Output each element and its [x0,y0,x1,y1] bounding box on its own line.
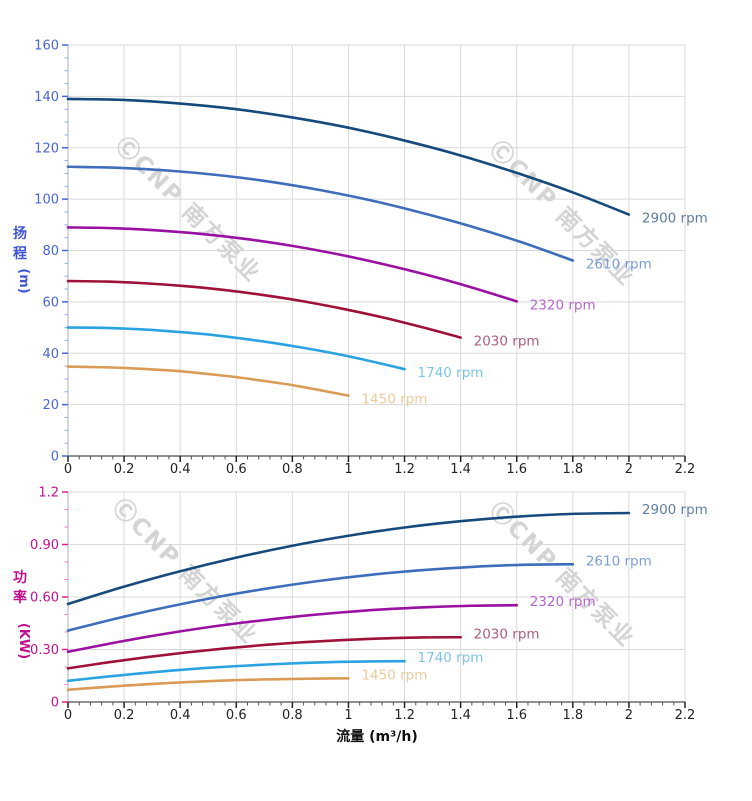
x-tick-label: 1.2 [394,462,415,477]
x-tick-label: 2.2 [675,708,696,723]
series-label-1450-rpm: 1450 rpm [361,667,427,683]
series-label-2030-rpm: 2030 rpm [474,626,540,642]
y-tick-label: 100 [34,193,59,208]
series-label-2900-rpm: 2900 rpm [642,211,708,227]
series-label-2320-rpm: 2320 rpm [530,594,596,610]
power-axis-unit: (KW) [16,623,31,659]
curve-2320-rpm [66,603,519,654]
watermark-text: ⒸCNP 南方泵业 [107,494,263,650]
x-tick-label: 1.6 [506,462,527,477]
y-tick-label: 160 [34,39,59,54]
series-label-1450-rpm: 1450 rpm [361,392,427,408]
curve-2030-rpm [66,279,462,339]
series-label-1740-rpm: 1740 rpm [418,650,484,666]
x-tick-label: 2.2 [675,462,696,477]
series-label-2030-rpm: 2030 rpm [474,334,540,350]
curve-1450-rpm [66,677,350,692]
series-label-2610-rpm: 2610 rpm [586,257,652,273]
x-tick-label: 2 [625,462,633,477]
y-tick-label: 60 [42,295,59,310]
series-label-2900-rpm: 2900 rpm [642,502,708,518]
x-tick-label: 1.6 [506,708,527,723]
curve-2320-rpm [66,226,519,303]
head-axis-title-char: 程 [13,246,27,262]
head-axis-unit: (m) [16,268,31,293]
x-tick-label: 1.4 [450,462,471,477]
y-tick-label: 0.60 [30,591,59,606]
power-axis-title-char: 率 [13,589,27,606]
y-tick-label: 40 [42,347,59,362]
x-tick-label: 2 [625,708,633,723]
x-tick-label: 1.2 [394,708,415,723]
y-tick-label: 0 [51,696,59,711]
series-label-2610-rpm: 2610 rpm [586,553,652,569]
y-tick-label: 120 [34,141,59,156]
curve-2030-rpm [66,635,462,670]
y-tick-label: 20 [42,398,59,413]
watermark-text: ⒸCNP 南方泵业 [110,132,266,288]
x-tick-label: 0.2 [114,708,135,723]
x-tick-label: 0.2 [114,462,135,477]
x-tick-label: 0.6 [226,708,247,723]
x-tick-label: 1.8 [562,708,583,723]
curve-2900-rpm [66,97,631,216]
series-label-1740-rpm: 1740 rpm [418,365,484,381]
head-curves: 2900 rpm 2610 rpm 2320 rpm 2030 rpm 1740 rpm… [66,97,708,408]
flow-axis-title: 流量 (m³/h) [336,728,417,745]
power-curves: 2900 rpm 2610 rpm 2320 rpm 2030 rpm 1740 rpm… [66,502,708,692]
y-tick-label: 140 [34,90,59,105]
curve-1740-rpm [66,326,406,371]
y-tick-label: 1.2 [38,486,59,501]
x-tick-label: 0.6 [226,462,247,477]
curve-1450-rpm [66,365,350,397]
curve-1740-rpm [66,659,406,683]
power-chart: 0 0.2 0.4 0.6 0.8 1 1.2 1.4 1.6 1.8 2 2.2 0 0.30 0.60 0… [30,486,695,724]
x-tick-label: 1.4 [450,708,471,723]
curve-2900-rpm [66,511,631,606]
x-tick-label: 0.8 [282,462,303,477]
head-axis-title-char: 扬 [13,225,27,242]
series-label-2320-rpm: 2320 rpm [530,297,596,313]
y-tick-label: 0 [51,450,59,465]
x-tick-label: 0.4 [170,708,191,723]
x-tick-label: 0.8 [282,708,303,723]
x-tick-label: 0 [64,708,72,723]
curve-2610-rpm [66,165,575,262]
head-chart: 0 0.2 0.4 0.6 0.8 1 1.2 1.4 1.6 1.8 2 2.2 0 20 40 60 80 1… [34,39,695,478]
y-tick-label: 80 [42,244,59,259]
power-axis-title-char: 功 [13,570,27,586]
x-tick-label: 1.8 [562,462,583,477]
x-tick-label: 1 [344,462,352,477]
y-tick-label: 0.90 [30,538,59,553]
x-tick-label: 1 [344,708,352,723]
x-tick-label: 0 [64,462,72,477]
x-tick-label: 0.4 [170,462,191,477]
y-tick-label: 0.30 [30,643,59,658]
curve-2610-rpm [66,562,575,632]
